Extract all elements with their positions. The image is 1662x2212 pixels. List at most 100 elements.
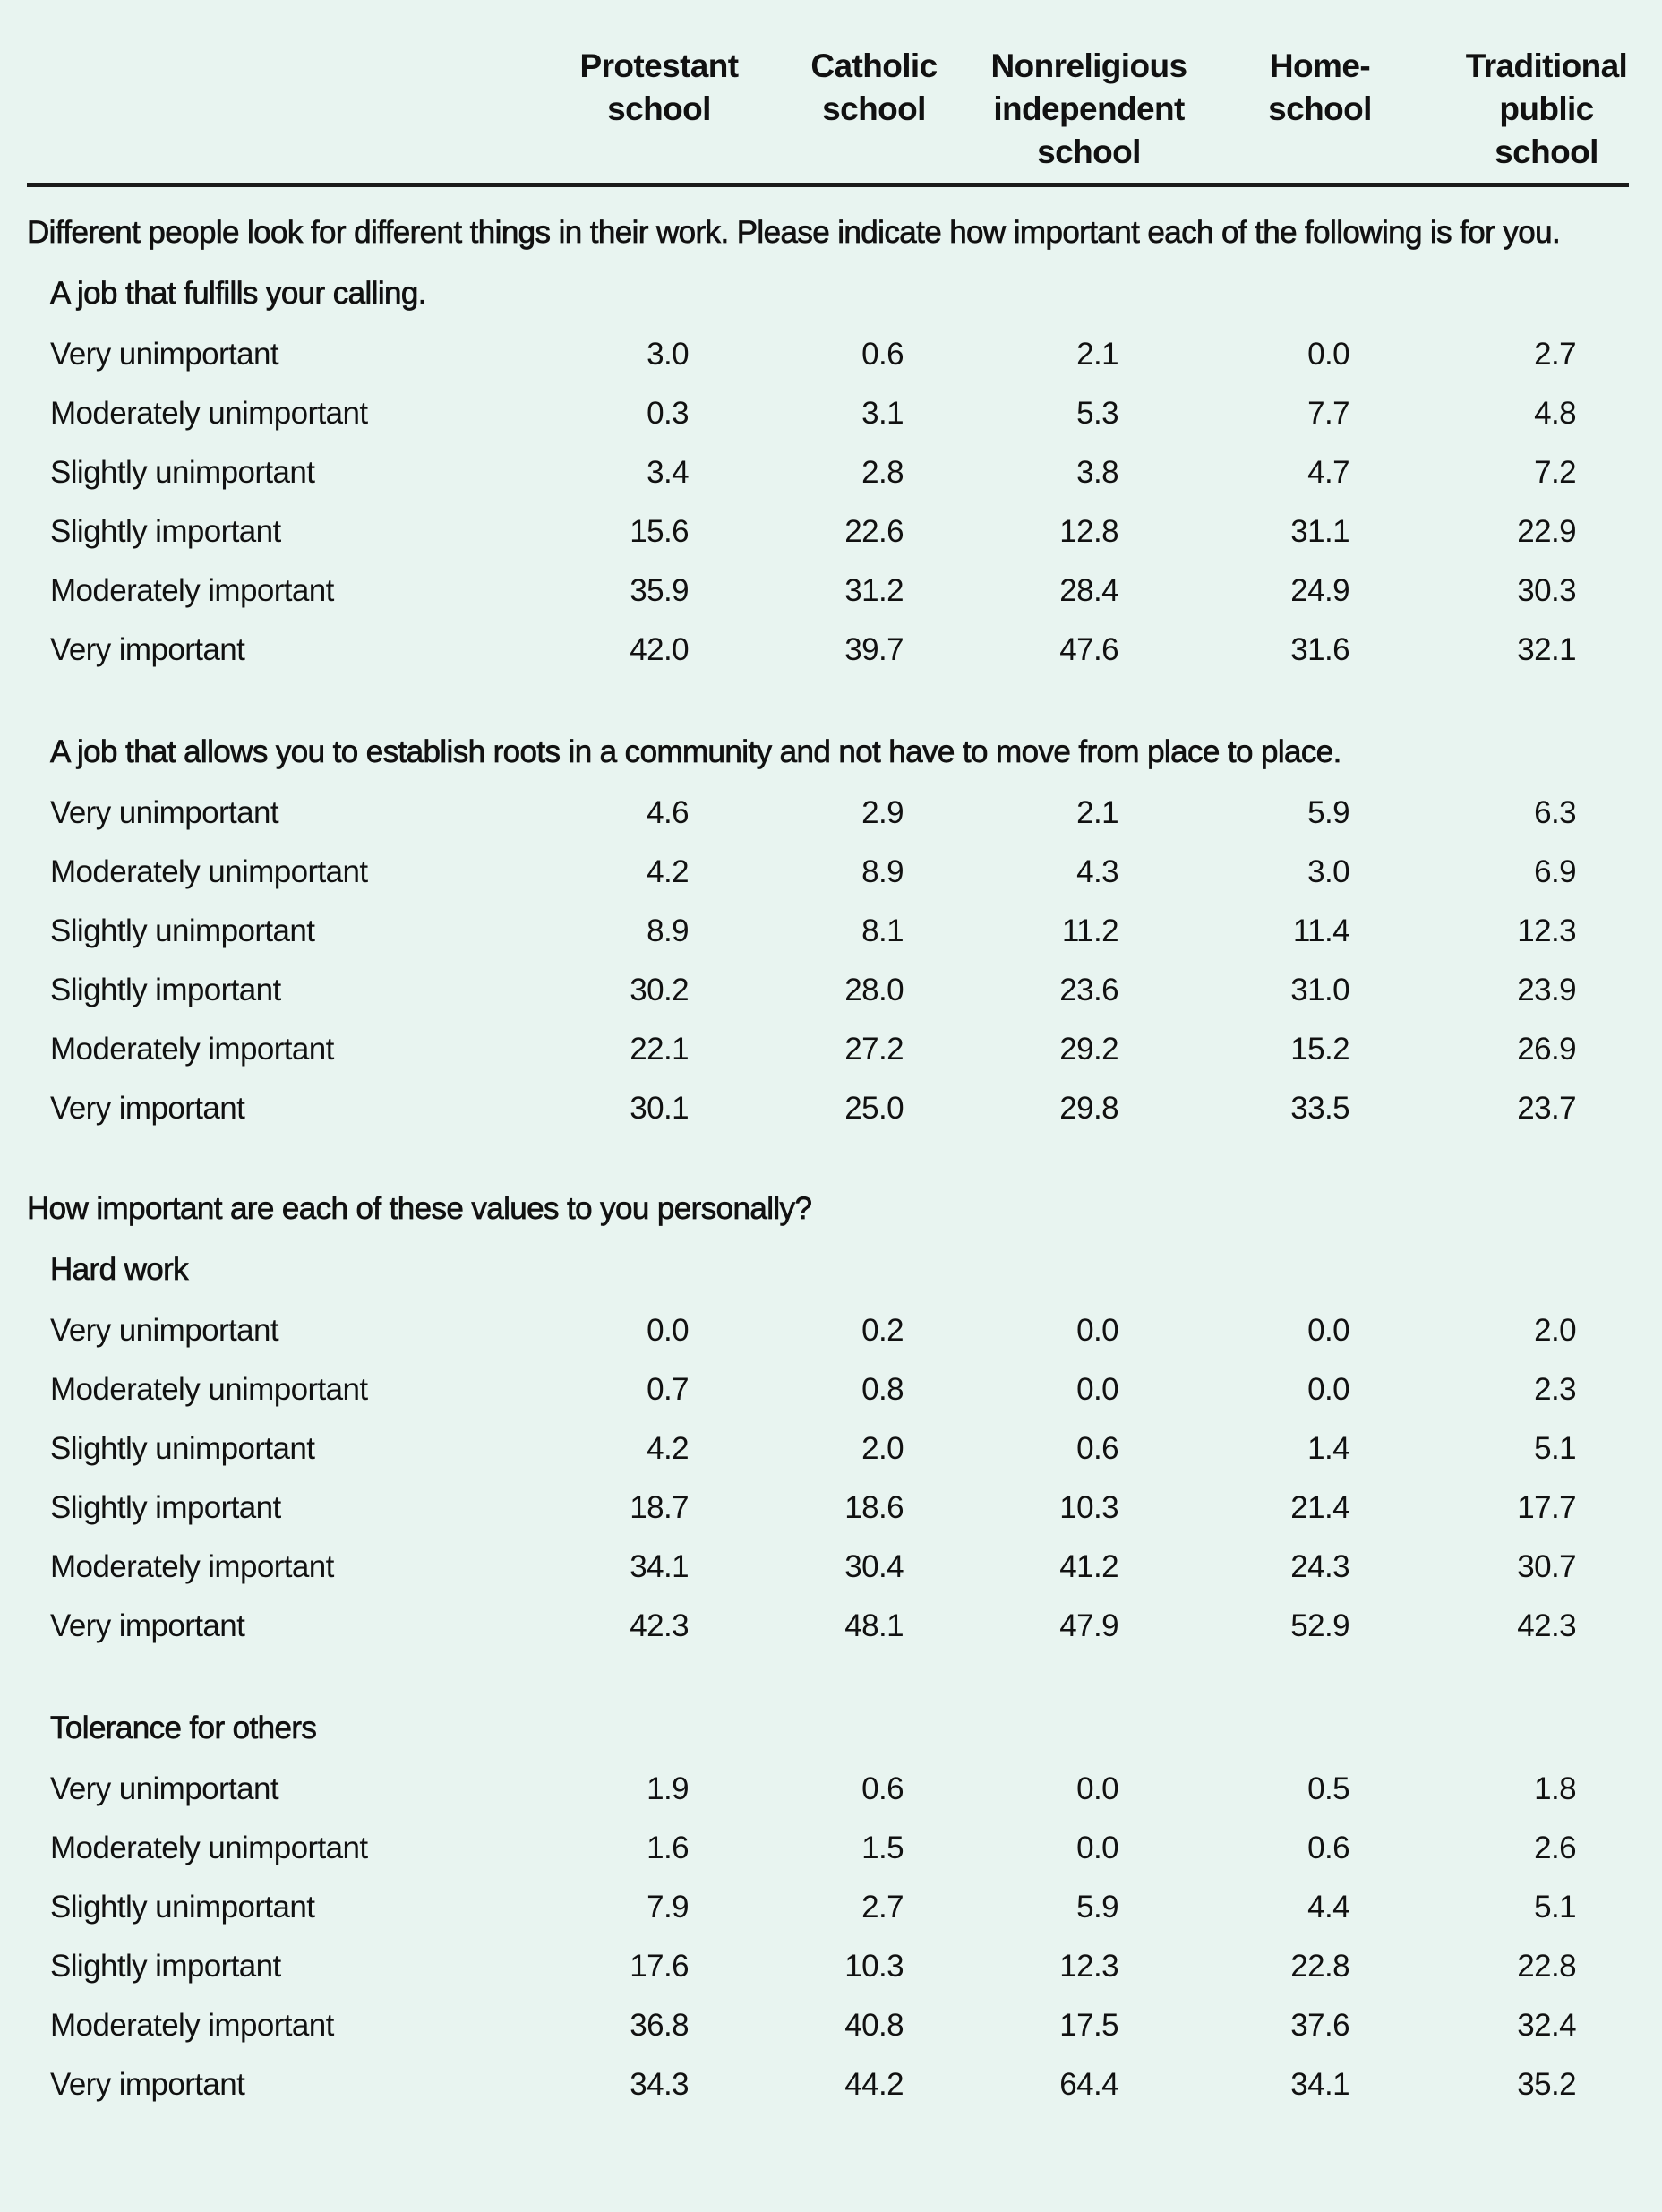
header-rule (27, 183, 1629, 187)
value-cell: 30.7 (1517, 1549, 1576, 1584)
value-cell: 22.8 (1290, 1949, 1349, 1984)
value-cell: 39.7 (844, 632, 904, 667)
response-label: Slightly important (50, 514, 281, 549)
value-cell: 4.4 (1307, 1890, 1349, 1925)
column-header-cell: Nonreligious independent school (904, 45, 1188, 174)
value-cell: 64.4 (1059, 2067, 1118, 2102)
value-cell: 23.7 (1517, 1091, 1576, 1126)
value-cell: 48.1 (844, 1608, 904, 1643)
response-label: Moderately unimportant (50, 1830, 368, 1865)
value-cell: 24.9 (1290, 573, 1349, 608)
column-header-traditional-public-school: Traditional public school (1465, 47, 1628, 170)
value-cell: 4.2 (647, 1431, 689, 1466)
table-row: Slightly important 17.6 10.3 12.3 22.8 2… (27, 1937, 1577, 1996)
value-cell: 3.0 (1307, 854, 1349, 889)
question-item: A job that fulfills your calling. Very u… (27, 273, 1577, 680)
value-cell: 11.4 (1292, 913, 1350, 948)
response-label: Moderately unimportant (50, 1372, 368, 1407)
column-header-cell: Traditional public school (1349, 45, 1628, 174)
response-label: Slightly important (50, 1490, 281, 1525)
response-label: Very unimportant (50, 795, 279, 830)
value-cell: 2.1 (1076, 795, 1118, 830)
value-cell: 30.3 (1517, 573, 1576, 608)
value-cell: 25.0 (844, 1091, 904, 1126)
value-cell: 5.3 (1076, 396, 1118, 431)
value-cell: 37.6 (1290, 2008, 1349, 2043)
table-row: Moderately unimportant 0.3 3.1 5.3 7.7 4… (27, 384, 1577, 443)
column-header-cell: Catholic school (689, 45, 938, 131)
value-cell: 2.0 (1534, 1313, 1576, 1348)
value-cell: 0.6 (861, 337, 904, 372)
column-header-home-school: Home- school (1268, 47, 1372, 127)
value-cell: 44.2 (844, 2067, 904, 2102)
response-label: Very unimportant (50, 1313, 279, 1348)
value-cell: 7.9 (647, 1890, 689, 1925)
value-cell: 2.7 (1534, 337, 1576, 372)
value-cell: 0.2 (861, 1313, 904, 1348)
value-cell: 2.1 (1076, 337, 1118, 372)
table-row: Very unimportant 1.9 0.6 0.0 0.5 1.8 (27, 1760, 1577, 1819)
value-cell: 12.8 (1059, 514, 1118, 549)
value-cell: 0.0 (1076, 1313, 1118, 1348)
value-cell: 32.4 (1517, 2008, 1576, 2043)
value-cell: 28.0 (844, 973, 904, 1007)
value-cell: 41.2 (1059, 1549, 1118, 1584)
value-cell: 1.5 (861, 1830, 904, 1865)
response-rows: Very unimportant 4.6 2.9 2.1 5.9 6.3 Mod… (27, 784, 1577, 1138)
value-cell: 3.0 (647, 337, 689, 372)
value-cell: 4.7 (1307, 455, 1349, 490)
value-cell: 0.6 (1076, 1431, 1118, 1466)
value-cell: 6.9 (1534, 854, 1576, 889)
value-cell: 10.3 (844, 1949, 904, 1984)
response-label: Very important (50, 1608, 245, 1643)
value-cell: 24.3 (1290, 1549, 1349, 1584)
value-cell: 22.8 (1517, 1949, 1576, 1984)
value-cell: 3.4 (647, 455, 689, 490)
question-block: Different people look for different thin… (27, 212, 1577, 1138)
value-cell: 35.9 (630, 573, 689, 608)
response-label: Very unimportant (50, 1771, 279, 1806)
value-cell: 11.2 (1061, 913, 1119, 948)
question-label: Hard work (50, 1252, 189, 1288)
value-cell: 5.9 (1076, 1890, 1118, 1925)
table-row: Very important 30.1 25.0 29.8 33.5 23.7 (27, 1079, 1577, 1138)
table-body: Different people look for different thin… (27, 212, 1577, 2114)
value-cell: 0.0 (647, 1313, 689, 1348)
response-label: Slightly unimportant (50, 1890, 315, 1925)
column-header-cell: Protestant school (474, 45, 740, 131)
question-block: How important are each of these values t… (27, 1188, 1577, 2114)
response-label: Moderately important (50, 1032, 334, 1067)
value-cell: 8.9 (861, 854, 904, 889)
value-cell: 31.6 (1290, 632, 1349, 667)
table-row: Moderately unimportant 0.7 0.8 0.0 0.0 2… (27, 1360, 1577, 1419)
value-cell: 18.7 (630, 1490, 689, 1525)
value-cell: 42.0 (630, 632, 689, 667)
response-label: Slightly important (50, 973, 281, 1007)
response-rows: Very unimportant 0.0 0.2 0.0 0.0 2.0 Mod… (27, 1301, 1577, 1656)
value-cell: 8.9 (647, 913, 689, 948)
table-row: Moderately unimportant 4.2 8.9 4.3 3.0 6… (27, 843, 1577, 902)
value-cell: 2.3 (1534, 1372, 1576, 1407)
response-label: Slightly unimportant (50, 455, 315, 490)
value-cell: 0.0 (1307, 337, 1349, 372)
table-header-row: Protestant school Catholic school Nonrel… (27, 45, 1628, 174)
value-cell: 22.9 (1517, 514, 1576, 549)
value-cell: 29.2 (1059, 1032, 1118, 1067)
value-cell: 31.0 (1290, 973, 1349, 1007)
value-cell: 5.9 (1307, 795, 1349, 830)
value-cell: 15.6 (630, 514, 689, 549)
value-cell: 0.8 (861, 1372, 904, 1407)
table-row: Very unimportant 0.0 0.2 0.0 0.0 2.0 (27, 1301, 1577, 1360)
value-cell: 21.4 (1290, 1490, 1349, 1525)
value-cell: 2.6 (1534, 1830, 1576, 1865)
value-cell: 33.5 (1290, 1091, 1349, 1126)
response-label: Moderately unimportant (50, 396, 368, 431)
value-cell: 1.9 (647, 1771, 689, 1806)
value-cell: 2.8 (861, 455, 904, 490)
value-cell: 0.6 (1307, 1830, 1349, 1865)
value-cell: 23.9 (1517, 973, 1576, 1007)
value-cell: 12.3 (1059, 1949, 1118, 1984)
table-row: Moderately important 22.1 27.2 29.2 15.2… (27, 1020, 1577, 1079)
value-cell: 36.8 (630, 2008, 689, 2043)
